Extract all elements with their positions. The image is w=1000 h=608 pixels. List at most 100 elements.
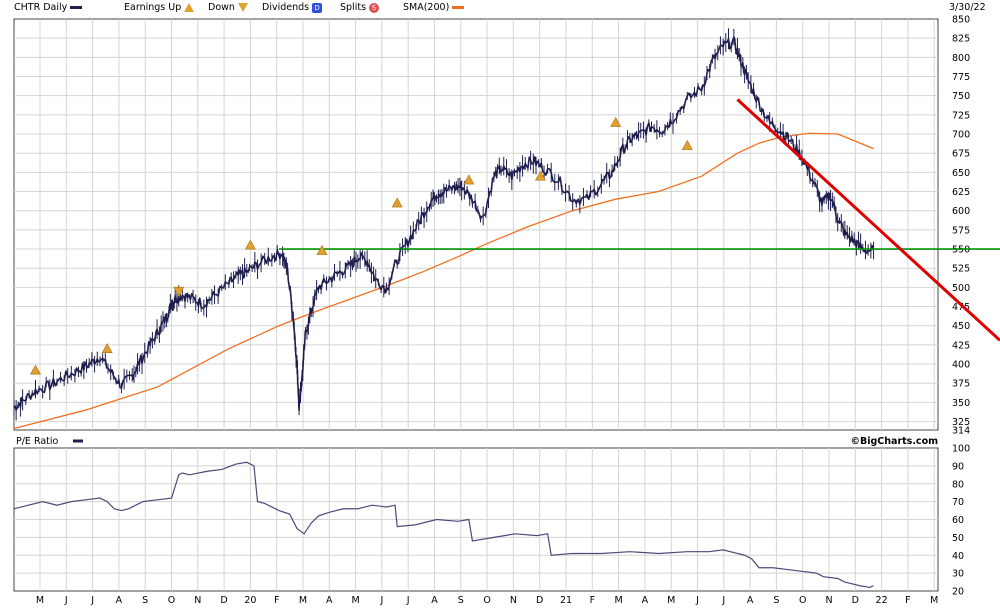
x-tick-label: F [590,595,595,606]
x-tick-label: A [116,595,123,606]
x-tick-label: D [536,595,543,606]
x-tick-label: S [458,595,464,606]
earnings-down-marker [173,286,185,297]
price-y-tick-label: 575 [952,225,970,236]
price-y-tick-label: 525 [952,264,970,275]
price-y-tick-label: 725 [952,110,970,121]
x-tick-label: A [642,595,649,606]
earnings-up-marker [29,364,41,375]
x-tick-label: M [36,595,44,606]
price-y-tick-label: 750 [952,91,970,102]
x-tick-label: O [168,595,175,606]
downtrend-line [736,98,1000,342]
pe-y-tick-label: 90 [952,461,964,472]
x-tick-label: A [431,595,438,606]
x-tick-label: M [351,595,359,606]
pe-y-tick-label: 20 [952,587,964,598]
price-y-tick-label: 650 [952,168,970,179]
earnings-up-marker [681,139,693,150]
x-tick-label: 20 [244,595,256,606]
price-y-tick-label: 375 [952,379,970,390]
price-y-tick-label: 700 [952,130,970,141]
price-y-tick-label: 825 [952,34,970,45]
price-y-tick-label: 600 [952,206,970,217]
price-y-tick-label: 775 [952,72,970,83]
price-y-tick-label: 800 [952,53,970,64]
x-tick-label: J [695,595,699,606]
price-y-tick-label: 550 [952,245,970,256]
x-tick-label: 21 [560,595,572,606]
x-tick-label: D [220,595,227,606]
price-y-tick-label: 500 [952,283,970,294]
x-tick-label: F [905,595,910,606]
pe-y-tick-label: 30 [952,569,964,580]
chart-date: 3/30/22 [949,2,986,13]
earnings-up-marker [101,343,113,354]
legend-sma-label: SMA(200) [403,2,450,13]
sma-200-line [13,132,874,430]
legend-earnings-up-label: Earnings Up [124,2,182,13]
pe-ratio-line [13,461,874,589]
split-icon: S [369,2,380,13]
x-tick-label: M [614,595,622,606]
credit-label: ©BigCharts.com [851,436,939,447]
price-y-tick-label: 350 [952,398,970,409]
x-tick-label: M [299,595,307,606]
legend-splits: Splits S [340,2,380,13]
dividend-icon: D [312,2,323,13]
earnings-up-icon [184,3,195,12]
x-tick-label: N [510,595,517,606]
pe-y-tick-label: 40 [952,551,964,562]
earnings-up-marker [244,239,256,250]
x-tick-label: M [667,595,675,606]
x-tick-label: F [274,595,279,606]
price-y-tick-label: 850 [952,15,970,26]
x-tick-label: J [64,595,68,606]
pe-y-tick-label: 80 [952,479,964,490]
x-tick-label: J [90,595,94,606]
pe-y-tick-label: 60 [952,515,964,526]
sma-swatch [452,6,465,9]
x-tick-label: O [483,595,490,606]
legend-earnings: Earnings Up [124,2,195,13]
legend-dividends: Dividends D [262,2,323,13]
x-tick-label: O [799,595,806,606]
x-tick-label: J [721,595,725,606]
pe-panel-title: P/E Ratio [16,436,59,447]
earnings-up-marker [391,197,403,208]
x-tick-label: N [825,595,832,606]
price-y-tick-label: 425 [952,340,970,351]
x-tick-label: A [326,595,333,606]
legend-splits-label: Splits [340,2,367,13]
price-y-tick-label: 625 [952,187,970,198]
earnings-up-marker [534,170,546,181]
pe-y-tick-label: 100 [952,444,970,455]
price-swatch [70,6,83,9]
pe-y-tick-label: 70 [952,497,964,508]
x-tick-label: M [930,595,938,606]
legend-dividends-label: Dividends [262,2,310,13]
x-tick-label: S [142,595,148,606]
x-tick-label: N [194,595,201,606]
price-y-tick-label: 450 [952,321,970,332]
x-tick-label: J [406,595,410,606]
x-tick-label: 22 [876,595,888,606]
earnings-up-marker [316,244,328,255]
price-panel-frame [13,18,939,431]
legend-earnings-down-label: Down [208,2,235,13]
earnings-up-marker [610,116,622,127]
legend-sma: SMA(200) [403,2,465,13]
price-y-tick-label: 314 [952,426,970,437]
earnings-up-marker [463,174,475,185]
legend-ticker-label: CHTR Daily [14,2,68,13]
x-tick-label: A [747,595,754,606]
legend-earnings-down: Down [208,2,248,13]
x-tick-label: J [379,595,383,606]
price-y-tick-label: 475 [952,302,970,313]
price-y-tick-label: 400 [952,360,970,371]
price-y-tick-label: 325 [952,417,970,428]
pe-y-tick-label: 50 [952,533,964,544]
x-tick-label: S [773,595,779,606]
legend-ticker: CHTR Daily [14,2,83,13]
